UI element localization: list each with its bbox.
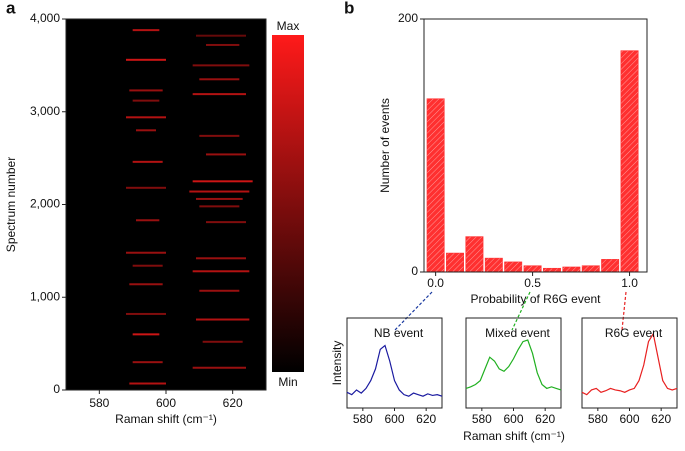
streak [129, 89, 163, 92]
panel-letter: b [344, 0, 354, 17]
x-tick-label: 620 [416, 412, 436, 426]
streak [136, 219, 160, 222]
streak [192, 180, 253, 183]
bar [426, 98, 445, 273]
y-tick-label: 1,000 [30, 289, 60, 303]
bar [504, 261, 523, 273]
streak [132, 361, 163, 364]
streak [206, 153, 246, 156]
streak [132, 160, 163, 163]
spectrum-line [465, 339, 562, 391]
bar [523, 265, 542, 273]
streak [202, 340, 243, 343]
streak [192, 93, 246, 96]
bar [446, 252, 464, 273]
y-tick-label: 3,000 [30, 104, 60, 118]
streak [196, 34, 246, 37]
bar [543, 267, 561, 273]
streak [132, 333, 160, 336]
streak [132, 99, 160, 102]
streak [126, 116, 166, 119]
x-tick-label: 620 [651, 412, 671, 426]
streak [199, 289, 240, 292]
y-axis-label: Intensity [330, 341, 344, 386]
streak [189, 190, 250, 193]
x-tick-label: 580 [89, 396, 109, 410]
streak [206, 221, 246, 224]
streak [199, 205, 240, 208]
bar [620, 50, 639, 273]
streak [126, 312, 166, 315]
y-tick-label: 2,000 [30, 197, 60, 211]
streak [132, 264, 163, 267]
y-axis-label: Spectrum number [4, 157, 18, 252]
streak [199, 78, 240, 81]
series-label: NB event [374, 326, 424, 340]
y-tick-label: 4,000 [30, 11, 60, 25]
x-tick-label: 1.0 [621, 276, 638, 290]
series-label: Mixed event [485, 326, 550, 340]
bar [465, 236, 484, 273]
streak [126, 58, 166, 61]
streak [196, 197, 243, 200]
x-tick-label: 620 [223, 396, 243, 410]
spectrum-line [581, 332, 678, 396]
streak [129, 382, 166, 385]
x-tick-label: 600 [384, 412, 404, 426]
streak [136, 129, 156, 132]
heatmap-background [66, 19, 266, 390]
x-tick-label: 0.0 [427, 276, 444, 290]
streak [196, 318, 250, 321]
panel-letter: a [6, 0, 16, 17]
y-tick-label: 0 [411, 264, 418, 278]
arrows [394, 291, 627, 331]
bar [581, 265, 600, 273]
x-axis-label: Probability of R6G event [470, 292, 601, 306]
streak [126, 186, 166, 189]
x-tick-label: 580 [588, 412, 608, 426]
x-tick-label: 0.5 [524, 276, 541, 290]
bar [601, 259, 620, 273]
streak [126, 251, 166, 254]
streak [192, 366, 246, 369]
streak [206, 43, 240, 46]
colorbar [272, 35, 304, 372]
x-tick-label: 620 [535, 412, 555, 426]
series-label: R6G event [605, 326, 663, 340]
axes-frame [423, 18, 648, 273]
bar [562, 266, 581, 273]
y-tick-label: 0 [53, 382, 60, 396]
streak [199, 134, 240, 137]
colorbar-min: Min [278, 375, 297, 389]
x-tick-label: 600 [619, 412, 639, 426]
streak [132, 29, 160, 32]
x-axis-label: Raman shift (cm⁻¹) [115, 412, 217, 426]
x-tick-label: 580 [353, 412, 373, 426]
x-tick-label: 600 [503, 412, 523, 426]
y-tick-label: 200 [398, 11, 418, 25]
x-axis-label: Raman shift (cm⁻¹) [463, 429, 565, 443]
x-tick-label: 580 [472, 412, 492, 426]
streak [196, 257, 246, 260]
spectrum-line [346, 344, 443, 397]
x-tick-label: 600 [156, 396, 176, 410]
streak [192, 270, 250, 273]
colorbar-max: Max [277, 19, 300, 33]
bar [484, 257, 503, 273]
streak [192, 64, 250, 67]
y-axis-label: Number of events [378, 98, 392, 193]
streak [129, 283, 163, 286]
